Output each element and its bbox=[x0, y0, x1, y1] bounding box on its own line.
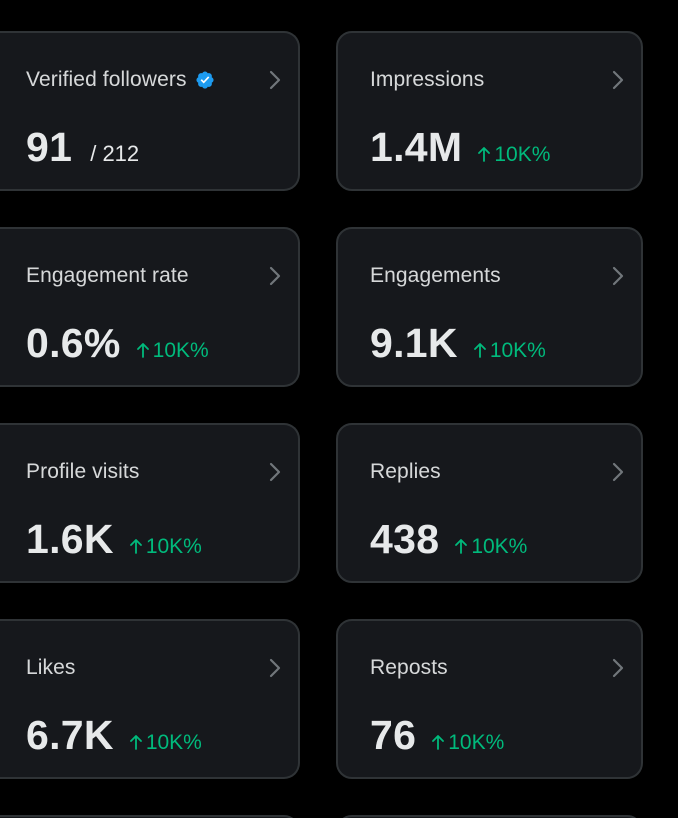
card-change-value: 10K% bbox=[489, 339, 546, 362]
card-label: Impressions bbox=[370, 68, 485, 91]
card-label: Verified followers bbox=[26, 68, 187, 91]
card-impressions[interactable]: Impressions 1.4M 10K% bbox=[336, 31, 643, 191]
card-value: 76 bbox=[370, 712, 417, 758]
card-value: 1.4M bbox=[370, 124, 463, 170]
card-label: Replies bbox=[370, 460, 441, 483]
card-change: 10K% bbox=[478, 143, 550, 167]
card-label-row: Likes bbox=[26, 655, 76, 681]
card-engagements[interactable]: Engagements 9.1K 10K% bbox=[336, 227, 643, 387]
card-label: Profile visits bbox=[26, 460, 140, 483]
chevron-right-icon bbox=[268, 69, 282, 91]
card-value-row: 0.6% 10K% bbox=[26, 320, 209, 367]
card-value-row: 1.4M 10K% bbox=[370, 124, 550, 171]
arrow-up-icon bbox=[478, 144, 491, 162]
chevron-right-icon bbox=[268, 461, 282, 483]
card-label: Reposts bbox=[370, 656, 448, 679]
card-label: Engagement rate bbox=[26, 264, 189, 287]
card-label-row: Reposts bbox=[370, 655, 448, 681]
card-reposts[interactable]: Reposts 76 10K% bbox=[336, 619, 643, 779]
card-value: 9.1K bbox=[370, 320, 458, 366]
verified-badge-icon bbox=[195, 70, 215, 90]
card-value: 0.6% bbox=[26, 320, 121, 366]
card-label-row: Engagements bbox=[370, 263, 501, 289]
card-change-value: 10K% bbox=[448, 731, 505, 754]
card-change-value: 10K% bbox=[494, 143, 551, 166]
chevron-right-icon bbox=[268, 657, 282, 679]
card-verified-followers[interactable]: Verified followers 91 / 212 bbox=[0, 31, 300, 191]
card-value-row: 76 10K% bbox=[370, 712, 504, 759]
card-label-row: Replies bbox=[370, 459, 441, 485]
chevron-right-icon bbox=[611, 69, 625, 91]
card-label: Likes bbox=[26, 656, 76, 679]
card-change-value: 10K% bbox=[145, 535, 202, 558]
card-label-row: Verified followers bbox=[26, 67, 215, 93]
card-label-row: Engagement rate bbox=[26, 263, 189, 289]
arrow-up-icon bbox=[129, 732, 142, 750]
arrow-up-icon bbox=[473, 340, 486, 358]
card-change-value: 10K% bbox=[145, 731, 202, 754]
chevron-right-icon bbox=[611, 461, 625, 483]
card-likes[interactable]: Likes 6.7K 10K% bbox=[0, 619, 300, 779]
card-value: 1.6K bbox=[26, 516, 114, 562]
card-value-row: 1.6K 10K% bbox=[26, 516, 202, 563]
arrow-up-icon bbox=[432, 732, 445, 750]
arrow-up-icon bbox=[455, 536, 468, 554]
arrow-up-icon bbox=[129, 536, 142, 554]
card-label-row: Profile visits bbox=[26, 459, 139, 485]
card-label: Engagements bbox=[370, 264, 501, 287]
card-value: 91 bbox=[26, 124, 73, 170]
card-replies[interactable]: Replies 438 10K% bbox=[336, 423, 643, 583]
card-change: 10K% bbox=[432, 731, 504, 755]
card-change-value: 10K% bbox=[471, 535, 528, 558]
chevron-right-icon bbox=[611, 265, 625, 287]
card-value-row: 91 / 212 bbox=[26, 124, 139, 171]
card-change: 10K% bbox=[136, 339, 209, 363]
arrow-up-icon bbox=[136, 340, 149, 358]
card-value: 6.7K bbox=[26, 712, 114, 758]
card-profile-visits[interactable]: Profile visits 1.6K 10K% bbox=[0, 423, 300, 583]
card-engagement-rate[interactable]: Engagement rate 0.6% 10K% bbox=[0, 227, 300, 387]
chevron-right-icon bbox=[268, 265, 282, 287]
card-value-row: 438 10K% bbox=[370, 516, 527, 563]
card-change: 10K% bbox=[129, 535, 202, 559]
card-value-row: 6.7K 10K% bbox=[26, 712, 202, 759]
chevron-right-icon bbox=[611, 657, 625, 679]
card-value-row: 9.1K 10K% bbox=[370, 320, 546, 367]
card-label-row: Impressions bbox=[370, 67, 484, 93]
card-change: 10K% bbox=[129, 731, 202, 755]
card-total: / 212 bbox=[90, 141, 140, 166]
card-change-value: 10K% bbox=[152, 339, 209, 362]
card-value: 438 bbox=[370, 516, 440, 562]
card-change: 10K% bbox=[455, 535, 527, 559]
card-change: 10K% bbox=[473, 339, 546, 363]
